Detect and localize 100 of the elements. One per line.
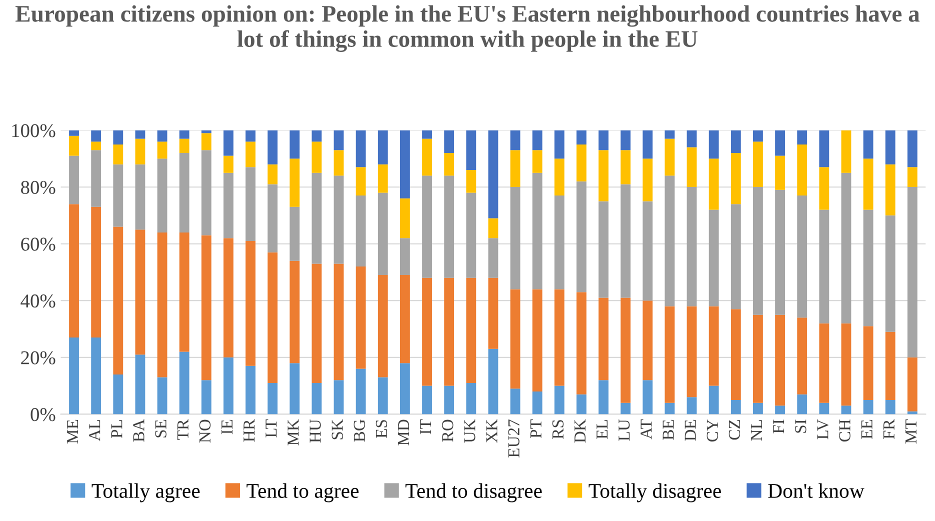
bar [378,275,388,378]
bar [841,323,852,406]
bar [841,172,852,324]
bar [179,138,190,153]
bar [863,400,874,414]
bar [223,238,234,358]
bar [554,386,564,414]
bar [797,144,808,196]
bar [201,380,212,414]
bar [907,130,918,168]
bar [91,150,102,207]
bar [863,130,874,159]
bar [157,158,168,232]
bar [91,206,102,338]
x-tick-label: BE [662,420,674,440]
bar [797,318,808,394]
bar [554,196,564,290]
bar [378,192,388,276]
bar [708,130,719,159]
bar [223,130,234,156]
x-tick-label: PT [530,419,542,438]
bar [466,382,476,414]
legend-label: Tend to disagree [406,483,542,502]
bar [885,400,896,414]
bar [598,150,608,202]
bar [400,238,410,276]
x-tick-label: AT [640,419,652,440]
bar [179,130,190,139]
bar [334,150,344,176]
x-tick-label: LT [266,419,277,438]
bar [312,172,322,264]
bar [466,170,476,193]
bar [510,388,520,414]
bar [246,240,256,366]
x-tick-label: CZ [728,420,740,440]
bar [686,130,697,148]
y-tick-label: 0% [30,408,56,422]
bar [223,156,234,173]
bar [863,210,874,326]
bar [356,368,366,414]
x-tick-label: SI [795,420,806,433]
bar [444,152,454,176]
bar [907,357,918,412]
bar [91,130,102,142]
bar [179,232,190,352]
x-tick-label: FI [773,420,784,434]
legend-label: Don't know [768,483,864,498]
x-tick-label: FR [883,419,894,439]
legend-label: Totally agree [92,483,200,502]
bar [907,187,918,358]
bar [334,380,344,414]
bar [135,230,146,355]
x-tick-label: HU [310,419,321,443]
y-tick-label: 80% [21,180,56,194]
bar [466,130,476,170]
bar [135,138,146,164]
x-tick-label: EE [861,420,872,439]
bar [312,130,322,142]
bar [775,314,785,406]
bar [400,130,410,198]
x-tick-label: AL [89,420,100,442]
bar [400,275,410,364]
bar [135,354,146,414]
y-tick-label: 60% [21,238,56,251]
bar [510,150,520,188]
bar [819,167,830,210]
bar [642,300,653,380]
bar [268,130,278,164]
bar [576,144,586,182]
bar [686,306,697,398]
bar [400,198,410,238]
bar [201,133,212,150]
bar [598,201,608,298]
bar [775,406,785,414]
bar [885,332,896,400]
bar [708,306,719,386]
bar [201,235,212,380]
bar [334,130,344,150]
bar [422,386,432,414]
x-tick-label: NL [751,420,762,441]
bar [797,196,808,318]
bar [532,172,542,290]
bar [753,187,763,315]
x-tick-label: BG [354,420,366,442]
bar [576,292,586,394]
bar [642,201,653,301]
bar [312,264,322,383]
bar [356,196,366,267]
bar [598,130,608,150]
bar [246,167,256,241]
x-tick-label: NO [199,420,211,443]
bar [620,150,631,184]
bar [775,190,785,315]
bar [135,164,146,230]
bar [775,130,785,156]
bar [686,147,697,188]
bar [113,164,124,227]
bar [620,184,631,298]
bar [532,391,542,414]
bar [598,380,608,414]
